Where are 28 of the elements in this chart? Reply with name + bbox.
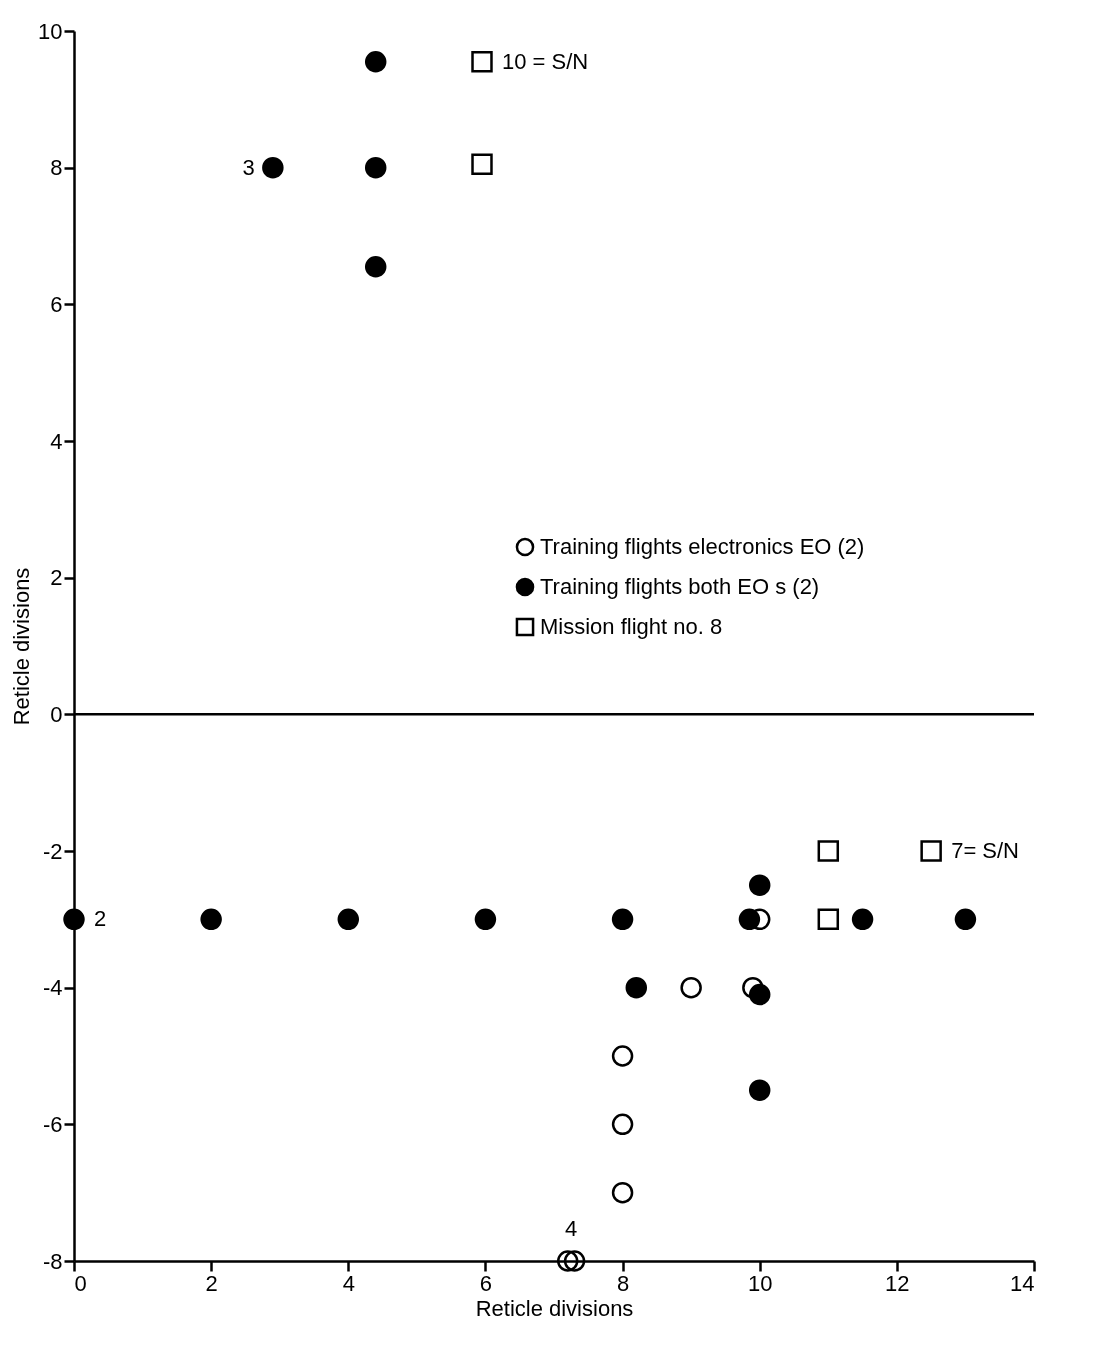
x-tick-label: 6 <box>479 1270 493 1296</box>
annotation: 2 <box>94 906 107 932</box>
y-tick-label: 2 <box>50 565 63 591</box>
x-tick-label: 10 <box>747 1270 773 1296</box>
legend-label: Training flights electronics EO (2) <box>540 534 865 559</box>
annotation: 7= S/N <box>951 838 1020 863</box>
y-tick-label: 10 <box>38 18 63 44</box>
x-axis-title: Reticle divisions <box>475 1295 634 1321</box>
y-tick-label: -2 <box>42 838 63 864</box>
legend-label: Training flights both EO s (2) <box>540 574 820 599</box>
x-tick-label: 8 <box>616 1270 630 1296</box>
y-tick-label: 8 <box>50 155 63 181</box>
x-tick-label: 2 <box>205 1270 218 1296</box>
y-tick-label: 6 <box>50 291 63 317</box>
annotation: 3 <box>242 154 255 180</box>
x-tick-label: 0 <box>74 1270 87 1296</box>
y-tick-label: 4 <box>50 428 63 454</box>
y-tick-label: 0 <box>50 701 63 727</box>
y-tick-label: -6 <box>42 1111 63 1137</box>
x-tick-label: 14 <box>1010 1270 1035 1296</box>
legend-label: Mission flight no. 8 <box>540 614 723 639</box>
x-tick-label: 4 <box>342 1270 355 1296</box>
annotation: 10 = S/N <box>502 48 589 74</box>
y-tick-label: -4 <box>42 975 63 1001</box>
x-tick-label: 12 <box>885 1270 910 1296</box>
annotation: 4 <box>565 1216 578 1241</box>
y-axis-title: Reticle divisions <box>9 567 35 726</box>
y-tick-label: -8 <box>42 1248 63 1274</box>
